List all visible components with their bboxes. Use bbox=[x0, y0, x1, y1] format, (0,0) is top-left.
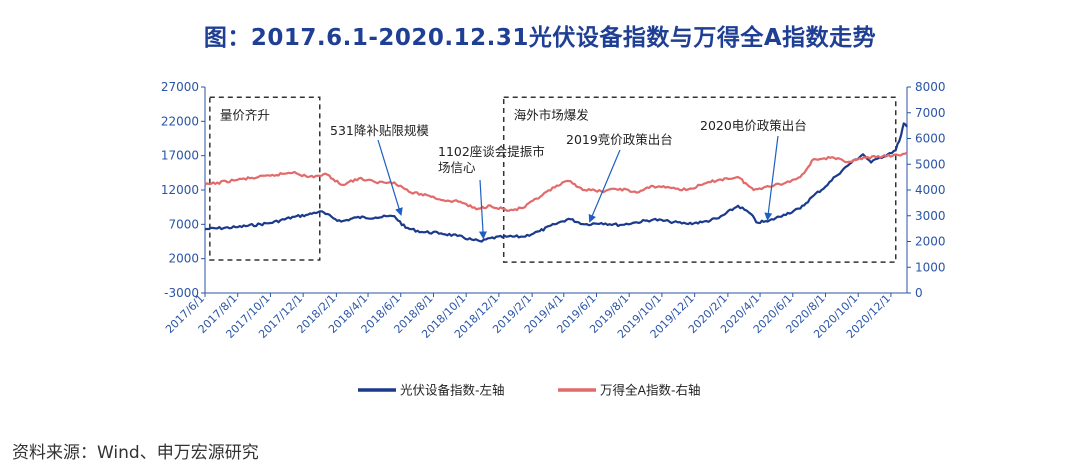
box-1-label: 量价齐升 bbox=[220, 107, 270, 122]
arrow-1102-pointer bbox=[478, 179, 487, 240]
right-tick-label: 7000 bbox=[915, 106, 946, 120]
right-tick-label: 4000 bbox=[915, 183, 946, 197]
box-2-label: 海外市场爆发 bbox=[514, 107, 590, 122]
series-lines bbox=[204, 122, 908, 243]
arrow-2020-label: 2020电价政策出台 bbox=[700, 118, 807, 133]
arrow-1102-label: 场信心 bbox=[438, 160, 476, 175]
right-tick-label: 1000 bbox=[915, 260, 946, 274]
left-tick-label: 2000 bbox=[168, 252, 199, 266]
series-wind-all-a-line bbox=[204, 151, 908, 212]
arrow-2019-pointer bbox=[588, 149, 621, 223]
arrow-531-pointer bbox=[377, 139, 403, 217]
right-tick-label: 6000 bbox=[915, 132, 946, 146]
annotation-boxes: 量价齐升 海外市场爆发 bbox=[209, 96, 897, 263]
legend-label-1: 万得全A指数-右轴 bbox=[600, 383, 701, 398]
right-tick-label: 8000 bbox=[915, 80, 946, 94]
box-1 bbox=[209, 96, 321, 261]
left-tick-label: 27000 bbox=[161, 80, 199, 94]
source-note: 资料来源：Wind、申万宏源研究 bbox=[12, 443, 259, 463]
right-tick-label: 5000 bbox=[915, 157, 946, 171]
left-tick-label: 17000 bbox=[161, 149, 199, 163]
left-tick-label: 22000 bbox=[161, 114, 199, 128]
arrow-1102-label: 1102座谈会提振市 bbox=[438, 144, 545, 159]
legend: 光伏设备指数-左轴 万得全A指数-右轴 bbox=[358, 383, 701, 398]
right-tick-label: 3000 bbox=[915, 209, 946, 223]
left-tick-label: 7000 bbox=[168, 217, 199, 231]
left-tick-label: 12000 bbox=[161, 183, 199, 197]
arrow-531-label: 531降补贴限规模 bbox=[330, 123, 429, 138]
legend-label-0: 光伏设备指数-左轴 bbox=[400, 383, 505, 398]
right-tick-label: 2000 bbox=[915, 235, 946, 249]
left-tick-label: -3000 bbox=[164, 286, 199, 300]
arrow-2019-label: 2019竞价政策出台 bbox=[566, 132, 673, 147]
arrow-2020-pointer bbox=[764, 135, 779, 221]
chart-title: 图：2017.6.1-2020.12.31光伏设备指数与万得全A指数走势 bbox=[203, 25, 877, 51]
right-tick-label: 0 bbox=[915, 286, 923, 300]
series-pv-equipment-line bbox=[204, 122, 908, 243]
